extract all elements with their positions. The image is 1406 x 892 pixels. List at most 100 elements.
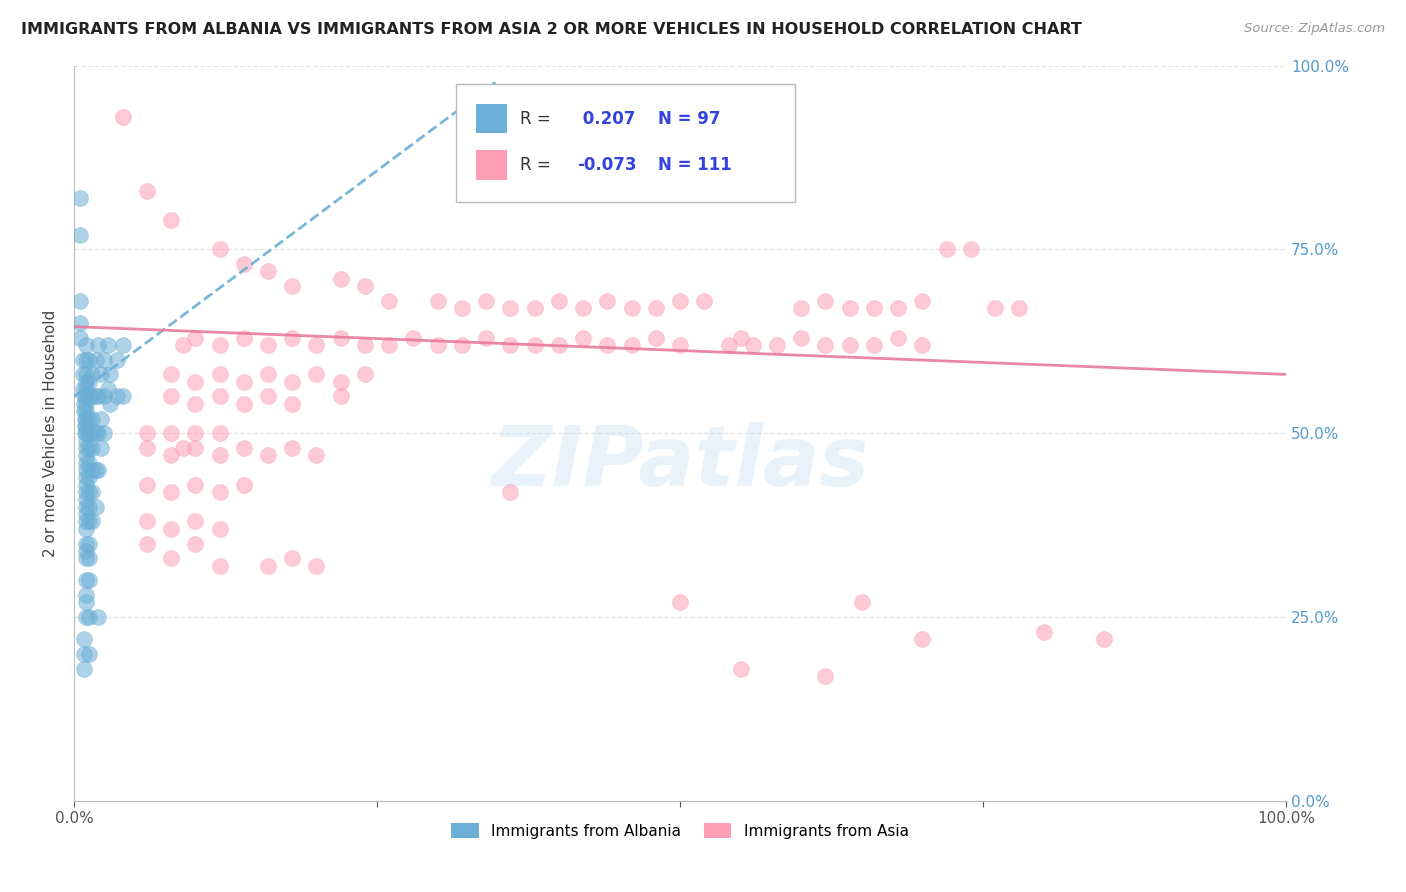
Point (499, 301, 522, 316)
Point (100, 397, 122, 411)
Point (329, 375, 352, 389)
Point (208, 338, 231, 352)
Point (184, 477, 207, 491)
Point (105, 352, 128, 367)
Point (73, 404, 96, 418)
Point (160, 448, 183, 462)
Point (100, 368, 122, 382)
Point (329, 389, 352, 403)
Point (82, 389, 104, 403)
Point (84, 389, 107, 403)
Point (69, 331, 91, 345)
Point (82, 368, 104, 382)
Point (75, 434, 97, 448)
Point (75, 544, 97, 558)
Point (851, 595, 873, 609)
Point (75, 485, 97, 500)
Point (329, 272, 352, 286)
Point (77, 456, 100, 470)
Point (72, 382, 94, 396)
Point (87, 338, 110, 352)
Point (75, 463, 97, 477)
Point (208, 522, 231, 536)
Point (135, 441, 157, 455)
Point (93, 389, 115, 403)
Point (730, 661, 752, 675)
Point (87, 389, 110, 403)
Point (475, 331, 498, 345)
Point (97, 382, 120, 396)
Point (547, 293, 569, 308)
Point (184, 441, 207, 455)
Point (77, 470, 100, 484)
Point (935, 243, 957, 257)
Point (838, 338, 860, 352)
Point (354, 368, 377, 382)
Point (75, 411, 97, 425)
Point (73, 397, 96, 411)
Point (281, 279, 304, 293)
Text: Source: ZipAtlas.com: Source: ZipAtlas.com (1244, 22, 1385, 36)
Point (105, 389, 128, 403)
Point (984, 301, 1007, 316)
Point (257, 368, 280, 382)
Point (77, 389, 100, 403)
Text: 0.207: 0.207 (576, 110, 636, 128)
Text: R =: R = (520, 110, 551, 128)
Point (75, 522, 97, 536)
Point (135, 426, 157, 441)
Point (208, 558, 231, 573)
Point (77, 551, 100, 566)
Legend: Immigrants from Albania, Immigrants from Asia: Immigrants from Albania, Immigrants from… (446, 816, 915, 845)
Point (451, 338, 474, 352)
Point (184, 536, 207, 550)
Text: IMMIGRANTS FROM ALBANIA VS IMMIGRANTS FROM ASIA 2 OR MORE VEHICLES IN HOUSEHOLD : IMMIGRANTS FROM ALBANIA VS IMMIGRANTS FR… (21, 22, 1083, 37)
Point (475, 293, 498, 308)
Point (87, 610, 110, 624)
Point (87, 426, 110, 441)
Point (208, 448, 231, 462)
Point (75, 389, 97, 403)
Point (135, 477, 157, 491)
Point (232, 477, 254, 491)
Point (72, 352, 94, 367)
Point (693, 293, 716, 308)
Point (1032, 624, 1054, 639)
Point (75, 595, 97, 609)
Point (135, 184, 157, 198)
Point (669, 595, 692, 609)
Point (69, 191, 91, 205)
Point (73, 389, 96, 403)
Text: R =: R = (520, 156, 551, 174)
Point (111, 389, 134, 403)
Point (741, 338, 763, 352)
Point (75, 418, 97, 433)
Point (160, 551, 183, 566)
Point (184, 397, 207, 411)
Point (766, 338, 789, 352)
Point (257, 448, 280, 462)
Point (257, 558, 280, 573)
Point (75, 574, 97, 588)
Point (378, 293, 401, 308)
Point (184, 331, 207, 345)
Point (814, 669, 837, 683)
Point (69, 293, 91, 308)
Point (135, 536, 157, 550)
Point (75, 426, 97, 441)
Point (75, 507, 97, 521)
Point (73, 661, 96, 675)
Text: ZIPatlas: ZIPatlas (491, 422, 869, 503)
Point (75, 515, 97, 529)
Point (572, 301, 595, 316)
Point (160, 389, 183, 403)
Point (814, 338, 837, 352)
Bar (477, 103, 506, 133)
Point (305, 338, 328, 352)
Point (87, 463, 110, 477)
Point (281, 441, 304, 455)
Text: N = 111: N = 111 (658, 156, 733, 174)
Point (75, 404, 97, 418)
Point (730, 331, 752, 345)
Point (160, 213, 183, 227)
